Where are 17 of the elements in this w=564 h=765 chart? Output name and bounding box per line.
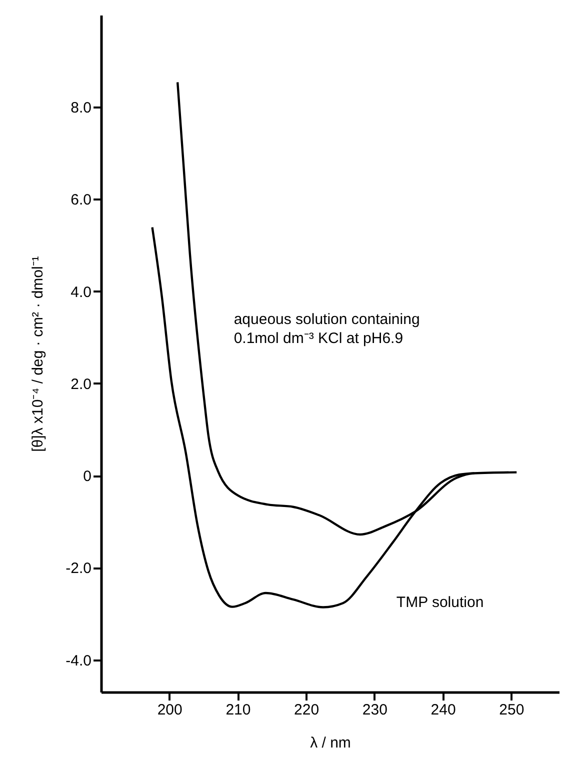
annotation: TMP solution: [396, 594, 484, 611]
y-tick-label: 6.0: [70, 192, 92, 209]
x-tick-label: 240: [430, 702, 456, 718]
y-tick-label: 8.0: [70, 100, 92, 117]
y-tick-label: 0: [83, 468, 92, 486]
y-tick-label: -2.0: [66, 560, 92, 578]
x-tick-label: 230: [362, 702, 388, 718]
x-tick-label: 220: [294, 702, 320, 718]
x-axis-title: λ / nm: [310, 734, 351, 752]
y-tick-label: 2.0: [70, 376, 92, 393]
y-axis-title: [θ]λ x10⁻⁴ / deg · cm² · dmol⁻¹: [30, 256, 47, 452]
x-tick-label: 210: [226, 702, 251, 718]
x-tick-label: 250: [499, 702, 524, 718]
y-tick-label: 4.0: [70, 284, 92, 301]
y-tick-label: -4.0: [66, 652, 92, 670]
x-tick-label: 200: [157, 702, 182, 718]
annotation: aqueous solution containing 0.1mol dm⁻³ KCl at pH6.9: [234, 311, 420, 348]
